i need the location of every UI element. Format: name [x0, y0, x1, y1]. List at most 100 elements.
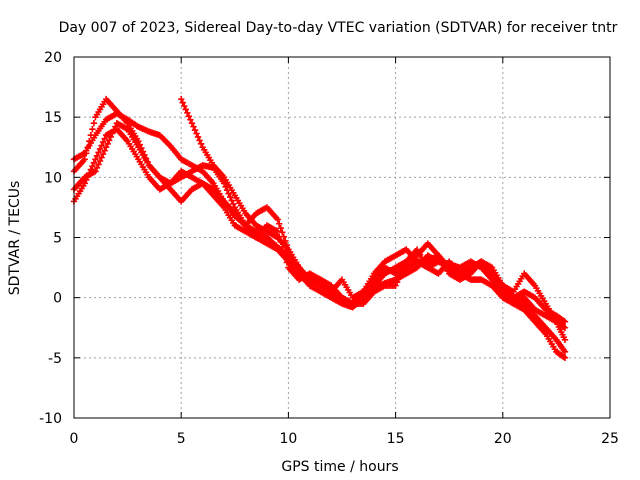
data-marks — [70, 95, 569, 362]
data-point — [83, 150, 90, 157]
data-point — [561, 324, 569, 331]
x-tick-label: 25 — [601, 431, 619, 447]
series-track-5 — [178, 95, 569, 325]
x-tick-label: 15 — [387, 431, 405, 447]
data-point — [393, 278, 401, 286]
data-point — [90, 159, 98, 166]
data-point — [178, 95, 185, 103]
data-point — [280, 248, 288, 256]
y-axis-label: SDTVAR / TECUs — [7, 181, 23, 296]
data-point — [561, 354, 569, 362]
data-point — [396, 272, 404, 279]
data-point — [136, 141, 144, 148]
data-point — [81, 156, 88, 163]
data-point — [93, 164, 101, 172]
chart-title: Day 007 of 2023, Sidereal Day-to-day VTE… — [59, 20, 618, 36]
data-point — [104, 140, 111, 148]
data-point — [225, 190, 232, 197]
y-tick-label: 0 — [53, 291, 62, 307]
data-point — [144, 158, 151, 166]
data-point — [196, 137, 203, 144]
data-point — [227, 193, 234, 201]
data-point — [277, 224, 284, 232]
data-point — [89, 126, 96, 133]
data-point — [138, 144, 145, 152]
data-point — [400, 265, 407, 272]
data-point — [398, 268, 405, 276]
data-point — [139, 148, 147, 155]
data-point — [106, 137, 113, 144]
data-point — [142, 155, 150, 162]
data-point — [276, 220, 283, 227]
y-tick-label: -5 — [48, 351, 62, 367]
data-point — [84, 144, 91, 151]
axis-ticks — [73, 56, 611, 419]
y-tick-label: 20 — [44, 50, 62, 66]
data-point — [95, 161, 102, 168]
y-tick-label: 5 — [53, 231, 62, 247]
data-point — [282, 254, 289, 261]
x-axis-label: GPS time / hours — [281, 459, 398, 475]
x-tick-label: 5 — [177, 431, 186, 447]
data-point — [561, 336, 569, 343]
data-point — [283, 259, 291, 266]
data-point — [98, 142, 105, 149]
data-point — [560, 317, 567, 325]
data-point — [99, 138, 107, 146]
series-track-4 — [70, 95, 569, 331]
data-point — [560, 353, 567, 361]
y-tick-label: 10 — [44, 170, 62, 186]
data-point — [561, 318, 569, 325]
data-point — [102, 144, 110, 151]
data-point — [101, 147, 108, 154]
y-tick-labels: -10 -5 0 5 10 15 20 — [39, 50, 62, 427]
data-point — [135, 138, 142, 145]
series-track-1 — [70, 110, 569, 356]
data-point — [220, 180, 228, 187]
x-tick-label: 0 — [70, 431, 79, 447]
data-point — [392, 282, 399, 289]
x-tick-label: 10 — [279, 431, 297, 447]
data-point — [193, 130, 200, 137]
data-point — [86, 169, 93, 177]
data-point — [86, 138, 93, 145]
data-point — [84, 173, 91, 180]
data-point — [96, 157, 104, 165]
x-tick-label: 20 — [494, 431, 512, 447]
data-point — [92, 168, 99, 175]
data-point — [87, 132, 95, 139]
data-point — [81, 180, 88, 187]
y-tick-label: -10 — [39, 411, 62, 427]
data-point — [181, 102, 188, 110]
data-point — [179, 99, 186, 106]
data-point — [93, 152, 101, 160]
data-point — [228, 197, 235, 204]
data-point — [274, 228, 281, 235]
data-point — [401, 261, 408, 269]
data-point — [89, 162, 96, 170]
data-point — [188, 119, 196, 127]
data-point — [395, 275, 402, 282]
data-point — [194, 133, 202, 141]
grid-lines — [74, 57, 610, 418]
x-tick-labels: 0 5 10 15 20 25 — [70, 431, 619, 447]
data-point — [184, 109, 191, 117]
data-point — [560, 323, 567, 331]
data-point — [95, 149, 102, 156]
data-point — [187, 116, 194, 123]
data-point — [92, 156, 99, 163]
data-point — [185, 113, 193, 120]
data-point — [83, 176, 90, 184]
data-point — [98, 154, 105, 161]
data-point — [87, 166, 95, 173]
data-point — [274, 216, 281, 223]
data-point — [561, 348, 569, 356]
data-point — [96, 145, 104, 153]
y-tick-label: 15 — [44, 110, 62, 126]
data-point — [99, 150, 107, 158]
data-point — [279, 229, 286, 236]
data-point — [230, 200, 237, 208]
data-point — [101, 135, 108, 142]
data-point — [182, 106, 189, 113]
